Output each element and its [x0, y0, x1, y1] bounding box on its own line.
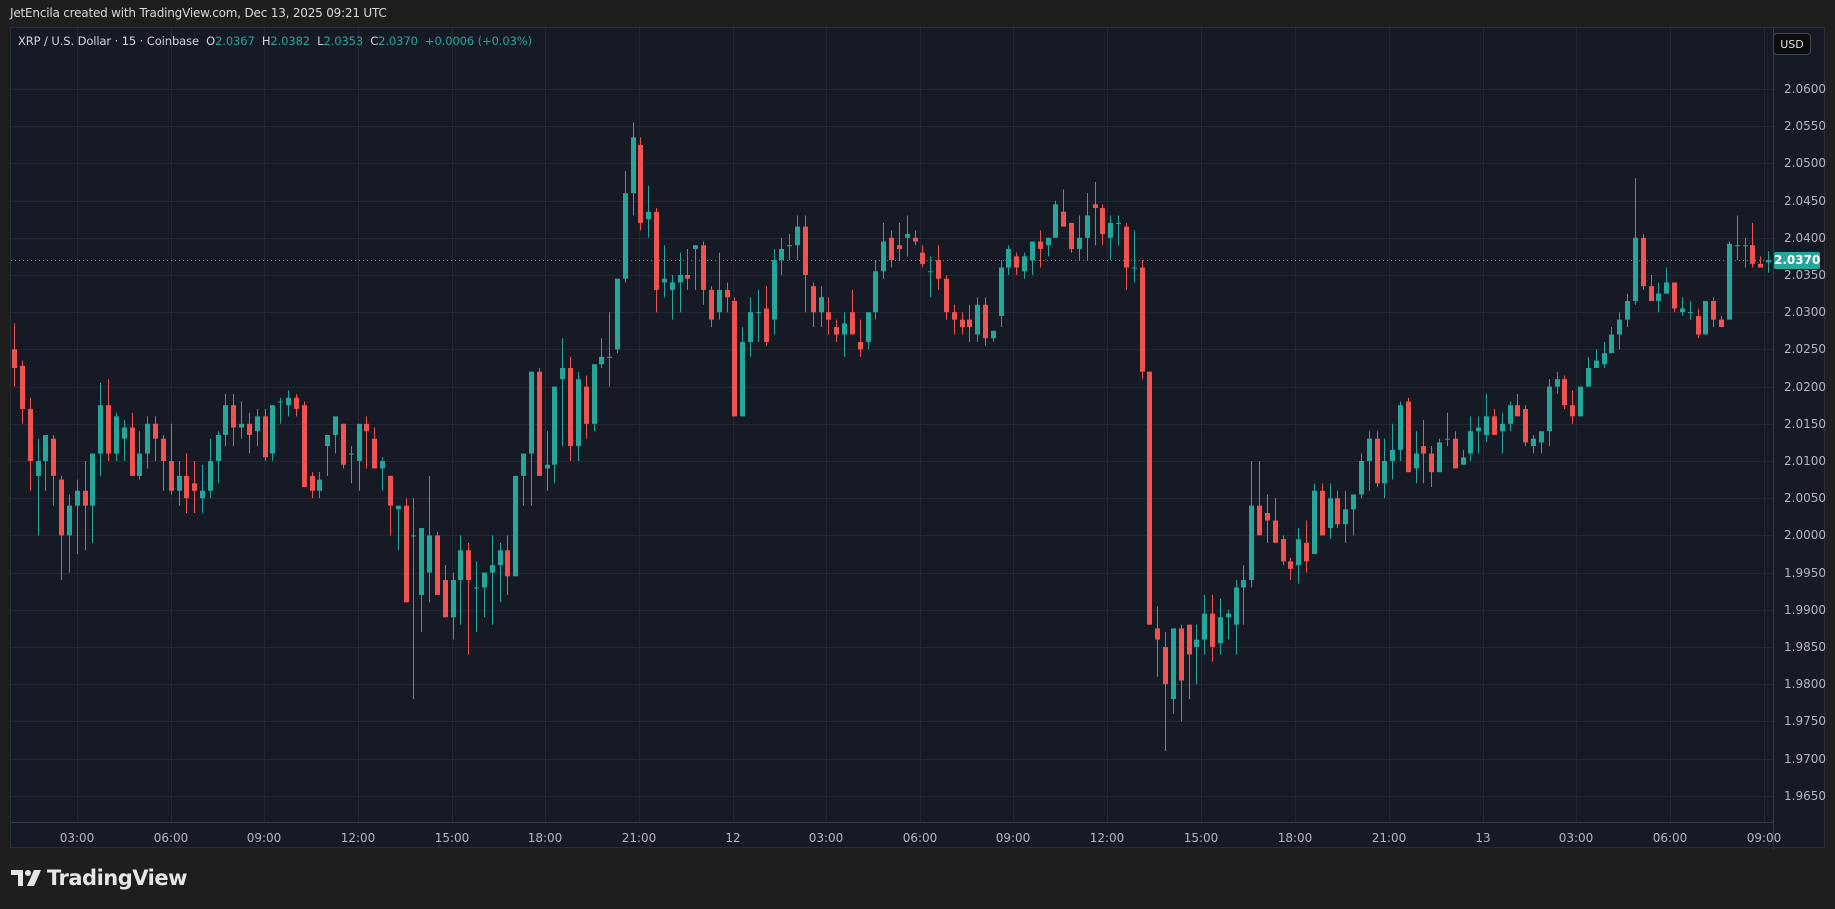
price-tick-label: 2.0050	[1784, 491, 1826, 506]
symbol-title[interactable]: XRP / U.S. Dollar · 15 · Coinbase	[18, 34, 199, 48]
low-label: L	[317, 34, 324, 48]
time-tick-label: 03:00	[59, 831, 95, 845]
time-tick-label: 21:00	[621, 831, 657, 845]
price-tick-label: 1.9650	[1784, 788, 1826, 803]
last-price-badge: 2.0370	[1774, 252, 1821, 270]
chart-frame: XRP / U.S. Dollar · 15 · Coinbase O2.036…	[10, 27, 1826, 849]
price-tick-label: 1.9750	[1784, 714, 1826, 729]
price-axis[interactable]	[1773, 28, 1826, 849]
currency-button[interactable]: USD	[1773, 33, 1811, 55]
high-label: H	[261, 34, 271, 48]
price-tick-label: 2.0200	[1784, 379, 1826, 394]
price-tick-label: 2.0600	[1784, 82, 1826, 96]
price-tick-label: 2.0350	[1784, 268, 1826, 282]
time-tick-label: 15:00	[434, 831, 470, 845]
chart-legend: XRP / U.S. Dollar · 15 · Coinbase O2.036…	[18, 34, 532, 48]
tradingview-logo[interactable]: TradingView	[11, 866, 187, 890]
time-tick-label: 06:00	[153, 831, 189, 845]
price-tick-label: 2.0100	[1784, 454, 1826, 468]
time-tick-label: 09:00	[246, 831, 282, 845]
time-tick-label: 09:00	[1746, 831, 1782, 845]
time-tick-label: 09:00	[995, 831, 1031, 845]
time-tick-label: 21:00	[1371, 831, 1407, 845]
low-value: 2.0353	[323, 34, 364, 48]
time-tick-label: 18:00	[1277, 831, 1313, 845]
time-tick-label: 18:00	[527, 831, 563, 845]
time-tick-label: 03:00	[808, 831, 844, 845]
price-tick-label: 2.0000	[1784, 528, 1826, 543]
brand-name: TradingView	[47, 866, 187, 890]
time-tick-label: 12	[725, 831, 741, 845]
open-label: O	[206, 34, 216, 48]
price-tick-label: 2.0300	[1784, 305, 1826, 320]
time-tick-label: 13	[1475, 831, 1491, 845]
time-tick-label: 12:00	[340, 831, 376, 845]
time-tick-label: 12:00	[1089, 831, 1125, 845]
price-tick-label: 1.9700	[1784, 751, 1826, 766]
change-value: +0.0006 (+0.03%)	[424, 34, 532, 48]
price-tick-label: 2.0550	[1784, 119, 1826, 134]
price-plot[interactable]	[11, 28, 1773, 822]
chart-credit: JetEncila created with TradingView.com, …	[10, 6, 387, 20]
price-tick-label: 1.9800	[1784, 677, 1826, 692]
price-tick-label: 1.9850	[1784, 640, 1826, 654]
price-tick-label: 1.9950	[1784, 565, 1826, 580]
close-label: C	[370, 34, 379, 48]
tradingview-logo-icon	[11, 870, 41, 886]
price-tick-label: 2.0500	[1784, 156, 1826, 171]
time-tick-label: 06:00	[1652, 831, 1688, 845]
price-tick-label: 2.0250	[1784, 342, 1826, 357]
time-axis[interactable]	[11, 822, 1773, 848]
price-tick-label: 2.0450	[1784, 193, 1826, 208]
close-value: 2.0370	[378, 34, 418, 48]
time-tick-label: 15:00	[1183, 831, 1219, 845]
price-tick-label: 2.0400	[1784, 230, 1826, 245]
price-tick-label: 2.0150	[1784, 416, 1826, 431]
price-tick-label: 1.9900	[1784, 602, 1826, 617]
time-tick-label: 06:00	[902, 831, 938, 845]
time-tick-label: 03:00	[1558, 831, 1594, 845]
high-value: 2.0382	[270, 34, 311, 48]
open-value: 2.0367	[215, 34, 255, 48]
